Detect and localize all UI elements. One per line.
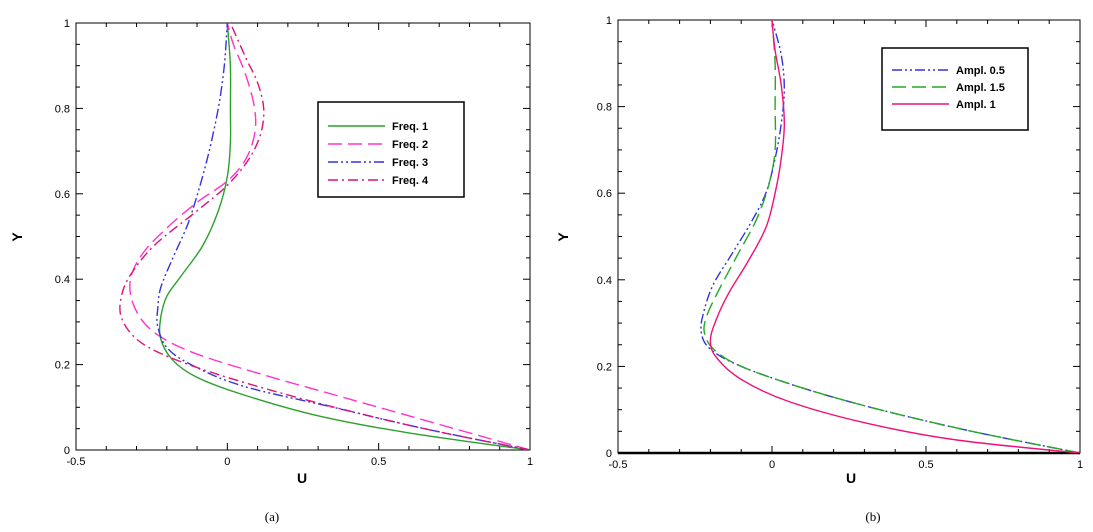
x-tick-label: -0.5 [67,456,86,468]
y-tick-label: 1 [64,18,70,30]
y-tick-label: 0.4 [55,274,70,286]
y-tick-label: 0.6 [597,188,612,200]
y-axis-title: Y [555,232,571,242]
y-tick-label: 0.8 [597,102,612,114]
legend-label: Freq. 3 [392,157,428,169]
series-line-3 [709,20,1080,453]
x-tick-label: 1 [527,456,533,468]
legend-label: Ampl. 1 [956,99,996,111]
figure-caption: (b) [865,509,880,524]
series-line-1 [158,23,530,450]
legend-label: Freq. 2 [392,139,428,151]
legend-box [317,101,465,198]
x-axis-title: U [846,470,856,486]
x-tick-label: -0.5 [609,459,628,471]
legend-label: Freq. 1 [392,121,428,133]
x-axis-title: U [297,470,307,486]
y-tick-label: 0.8 [55,103,70,115]
series-line-4 [119,23,530,450]
legend-label: Ampl. 0.5 [956,65,1005,77]
legend-label: Freq. 4 [392,175,429,187]
y-tick-label: 0.2 [55,360,70,372]
figure-caption: (a) [265,509,279,524]
legend-label: Ampl. 1.5 [956,82,1005,94]
series-line-2 [703,20,1080,453]
y-tick-label: 0.4 [597,275,612,287]
y-tick-label: 0.2 [597,361,612,373]
y-tick-label: 1 [606,15,612,27]
y-axis-title: Y [9,232,25,242]
plot-frame [75,22,531,451]
y-tick-label: 0 [64,445,70,457]
y-tick-label: 0.6 [55,189,70,201]
x-tick-label: 0.5 [918,459,933,471]
y-tick-label: 0 [606,448,612,460]
x-tick-label: 0 [224,456,230,468]
x-tick-label: 0 [769,459,775,471]
series-line-3 [156,23,530,450]
legend-box [881,47,1029,131]
x-tick-label: 0.5 [371,456,386,468]
series-line-1 [700,20,1080,453]
x-tick-label: 1 [1077,459,1083,471]
series-line-2 [129,23,530,450]
